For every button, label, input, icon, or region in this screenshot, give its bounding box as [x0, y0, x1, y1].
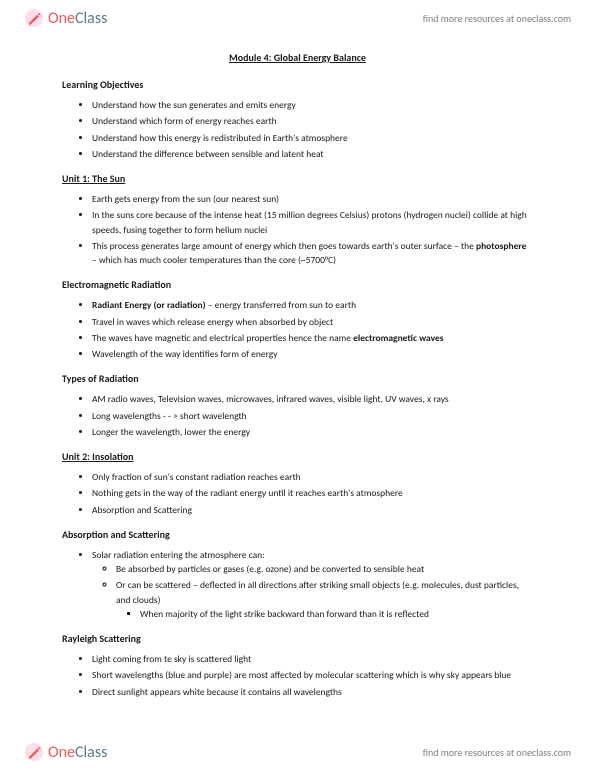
footer: OneClass find more resources at oneclass… [0, 734, 595, 770]
bold-term: electromagnetic waves [353, 332, 443, 344]
section-heading: Electromagnetic Radiation [62, 277, 533, 292]
section-heading: Unit 1: The Sun [62, 171, 533, 186]
list-item: Absorption and Scattering [92, 503, 533, 517]
list-item: This process generates large amount of e… [92, 239, 533, 268]
pencil-icon [24, 8, 44, 28]
list-item: Understand which form of energy reaches … [92, 114, 533, 128]
list-item: Light coming from te sky is scattered li… [92, 652, 533, 666]
document-body: Module 4: Global Energy Balance Learning… [62, 50, 533, 720]
pencil-icon [24, 742, 44, 762]
list-item: Travel in waves which release energy whe… [92, 315, 533, 329]
list-item: Nothing gets in the way of the radiant e… [92, 486, 533, 500]
logo-text-class: Class [75, 9, 107, 28]
list-item: In the suns core because of the intense … [92, 208, 533, 237]
section-heading: Rayleigh Scattering [62, 631, 533, 646]
list-item: Understand how the sun generates and emi… [92, 98, 533, 112]
list-item: Understand how this energy is redistribu… [92, 131, 533, 145]
section-heading: Learning Objectives [62, 77, 533, 92]
list-item: Radiant Energy (or radiation) – energy t… [92, 298, 533, 312]
list-item: Earth gets energy from the sun (our near… [92, 192, 533, 206]
brand-logo[interactable]: OneClass [24, 8, 107, 28]
brand-logo-footer[interactable]: OneClass [24, 742, 107, 762]
list-item: AM radio waves, Television waves, microw… [92, 392, 533, 406]
bold-term: photosphere [476, 240, 526, 252]
list-item: Long wavelengths - - > short wavelength [92, 409, 533, 423]
list-item: Understand the difference between sensib… [92, 147, 533, 161]
list-item: Be absorbed by particles or gases (e.g. … [116, 562, 533, 576]
list-item: Longer the wavelength, lower the energy [92, 425, 533, 439]
list-item: Direct sunlight appears white because it… [92, 685, 533, 699]
section-heading: Unit 2: Insolation [62, 449, 533, 464]
list-item: Only fraction of sun's constant radiatio… [92, 470, 533, 484]
header: OneClass find more resources at oneclass… [0, 0, 595, 36]
section-heading: Absorption and Scattering [62, 527, 533, 542]
logo-text-one: One [48, 743, 75, 762]
list-item: When majority of the light strike backwa… [140, 607, 533, 621]
logo-text-one: One [48, 9, 75, 28]
bold-term: Radiant Energy (or radiation) [92, 299, 206, 311]
page-title: Module 4: Global Energy Balance [62, 50, 533, 65]
resource-link-top[interactable]: find more resources at oneclass.com [423, 12, 571, 25]
list-item: Wavelength of the way identifies form of… [92, 347, 533, 361]
list-item: The waves have magnetic and electrical p… [92, 331, 533, 345]
list-item: Solar radiation entering the atmosphere … [92, 548, 533, 621]
logo-text-class: Class [75, 743, 107, 762]
resource-link-bottom[interactable]: find more resources at oneclass.com [423, 746, 571, 759]
section-heading: Types of Radiation [62, 371, 533, 386]
list-item: Or can be scattered – deflected in all d… [116, 578, 533, 621]
list-item: Short wavelengths (blue and purple) are … [92, 668, 533, 682]
